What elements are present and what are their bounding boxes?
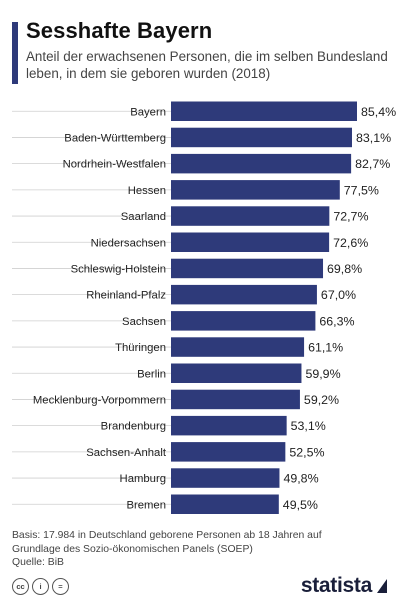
category-label: Schleswig-Holstein	[71, 263, 166, 275]
chart-title: Sesshafte Bayern	[26, 18, 213, 43]
category-label: Hamburg	[120, 473, 166, 485]
logo-text: statista	[300, 574, 372, 597]
value-label: 49,5%	[283, 498, 318, 512]
bar	[171, 389, 300, 410]
value-label: 77,5%	[344, 183, 379, 197]
bar	[171, 127, 352, 148]
license-icons: cc i =	[12, 578, 69, 595]
category-label: Bayern	[130, 106, 166, 118]
bar-chart: Bayern 85,4% Baden-Württemberg 83,1% Nordrhe…	[12, 101, 396, 514]
bar	[171, 180, 340, 200]
category-label: Rheinland-Pfalz	[86, 290, 166, 302]
footer-source: Quelle: BiB	[12, 557, 64, 568]
category-label: Mecklenburg-Vorpommern	[33, 394, 166, 406]
category-label: Sachsen-Anhalt	[86, 447, 167, 459]
value-label: 72,6%	[333, 236, 368, 250]
category-label: Bremen	[126, 499, 166, 511]
value-label: 59,2%	[304, 393, 339, 407]
bar	[171, 311, 316, 331]
category-label: Brandenburg	[101, 421, 166, 433]
value-label: 72,7%	[333, 210, 368, 224]
category-label: Berlin	[137, 368, 166, 380]
value-label: 49,8%	[283, 472, 318, 486]
attribution-icon[interactable]: i	[32, 578, 49, 595]
category-label: Saarland	[121, 211, 166, 223]
value-label: 82,7%	[355, 157, 390, 171]
chart-subtitle: Anteil der erwachsenen Personen, die im …	[26, 49, 388, 81]
category-label: Thüringen	[115, 342, 166, 354]
value-label: 85,4%	[361, 105, 396, 119]
no-derivatives-icon[interactable]: =	[52, 578, 69, 595]
bar	[171, 284, 317, 305]
title-accent-bar	[12, 22, 18, 84]
category-label: Baden-Württemberg	[64, 132, 166, 144]
value-label: 66,3%	[319, 314, 354, 328]
footer-basis: Basis: 17.984 in Deutschland geborene Pe…	[12, 530, 322, 555]
value-label: 52,5%	[289, 445, 324, 459]
bar	[171, 258, 324, 279]
chart-footer: Basis: 17.984 in Deutschland geborene Pe…	[12, 529, 342, 570]
bar	[171, 363, 302, 383]
bar	[171, 415, 287, 436]
value-label: 59,9%	[305, 367, 340, 381]
bar	[171, 232, 330, 252]
value-label: 67,0%	[321, 288, 356, 302]
category-label: Hessen	[128, 185, 166, 197]
category-label: Niedersachsen	[91, 237, 166, 249]
bar	[171, 101, 357, 121]
bar	[171, 468, 280, 488]
bar	[171, 442, 286, 462]
bar	[171, 153, 352, 174]
value-label: 61,1%	[308, 341, 343, 355]
bar	[171, 206, 330, 226]
statista-logo[interactable]: statista	[301, 574, 389, 598]
category-label: Nordrhein-Westfalen	[63, 159, 166, 171]
value-label: 53,1%	[291, 419, 326, 433]
category-label: Sachsen	[122, 316, 166, 328]
statista-mark-icon	[377, 579, 387, 593]
bar	[171, 337, 305, 357]
value-label: 69,8%	[327, 262, 362, 276]
bar	[171, 494, 279, 514]
value-label: 83,1%	[356, 131, 391, 145]
cc-icon[interactable]: cc	[12, 578, 29, 595]
